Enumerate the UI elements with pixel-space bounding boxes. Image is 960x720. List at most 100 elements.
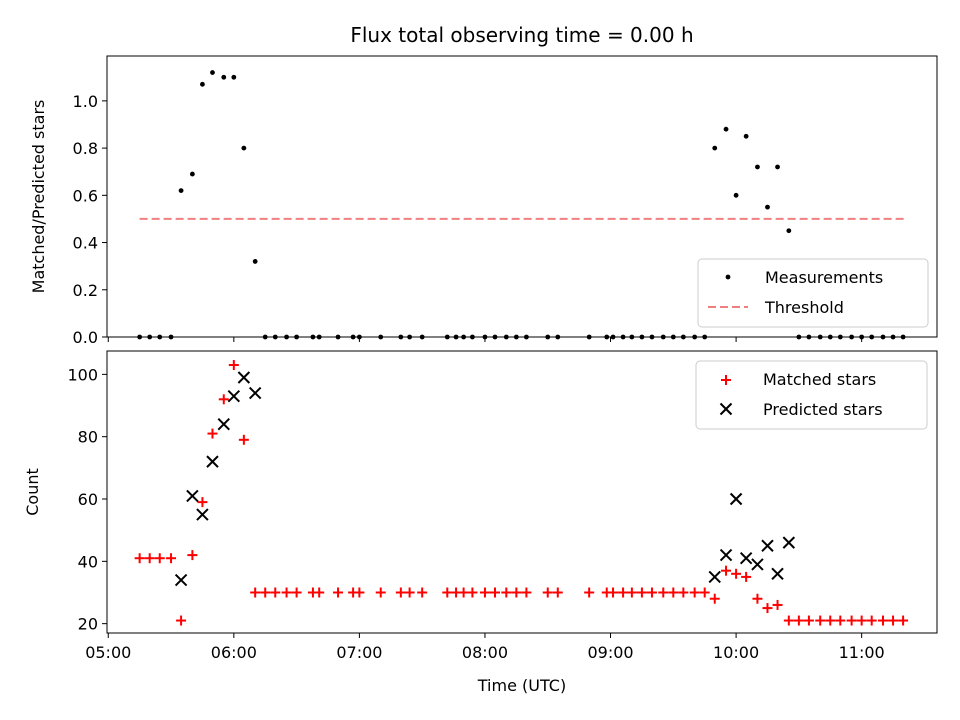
matched-star-point [134, 553, 145, 564]
matched-star-point [658, 587, 669, 598]
cross-b [739, 552, 753, 565]
measurement-point [178, 188, 184, 193]
predicted-star-point [708, 570, 721, 584]
count-panel-legend: Matched stars Predicted stars [695, 360, 928, 430]
matched-star-point [709, 593, 720, 604]
predicted-star-point [751, 558, 764, 571]
matched-star-point [354, 587, 365, 598]
matched-star-point [218, 394, 229, 405]
count-panel-x-tick-label: 06:00 [211, 643, 257, 662]
matched-star-point [395, 587, 406, 598]
cross-b [237, 371, 251, 384]
cross-b [217, 418, 230, 431]
matched-star-point [772, 599, 783, 610]
matched-star-point [501, 587, 512, 598]
matched-star-point [270, 587, 281, 598]
cross-b [708, 570, 721, 584]
ratio-panel-y-tick-label: 0.0 [73, 328, 98, 347]
ratio-panel-y-tick-label: 0.4 [73, 234, 98, 253]
cross-b [751, 558, 764, 571]
matched-star-point [458, 587, 469, 598]
matched-star-point [228, 360, 239, 371]
predicted-star-point [206, 455, 219, 468]
matched-star-point [835, 615, 846, 626]
legend-box [697, 258, 929, 328]
ratio-panel-legend: Measurements Threshold [697, 258, 929, 328]
matched-star-point [197, 497, 208, 508]
legend-marker-measurements [725, 274, 731, 280]
predicted-star-point [196, 508, 209, 521]
x-axis-label: Time (UTC) [477, 676, 566, 695]
cross-b [206, 455, 219, 468]
ratio-panel-frame [106, 55, 938, 338]
count-panel-y-tick-label: 40 [78, 552, 98, 571]
measurement-point [712, 145, 718, 151]
cross-b [186, 489, 199, 503]
cross-b [227, 389, 241, 403]
measurement-point [765, 204, 770, 210]
matched-star-point [144, 553, 155, 564]
ratio-panel-y-axis-label: Matched/Predicted stars [29, 100, 48, 294]
matched-star-point [678, 587, 689, 598]
matched-star-point [898, 615, 909, 626]
measurement-point [786, 228, 792, 234]
matched-star-point [689, 587, 700, 598]
count-panel-x-tick-label: 07:00 [336, 643, 382, 662]
matched-star-point [238, 434, 249, 445]
matched-star-point [646, 587, 657, 598]
matched-star-point [479, 587, 490, 598]
predicted-star-point [186, 489, 199, 503]
cross-b [782, 536, 796, 549]
legend-box [695, 360, 928, 430]
matched-star-point [442, 587, 453, 598]
predicted-star-point [237, 371, 251, 384]
legend-label-measurements: Measurements [765, 268, 883, 287]
matched-star-point [584, 587, 595, 598]
matched-star-point [521, 587, 532, 598]
matched-star-point [888, 615, 899, 626]
predicted-star-point [248, 386, 262, 400]
matched-star-point [552, 587, 563, 598]
matched-star-point [846, 615, 857, 626]
matched-star-point [291, 587, 302, 598]
matched-star-point [281, 587, 292, 598]
measurement-point [775, 164, 780, 170]
matched-star-point [187, 550, 198, 561]
matched-star-point [783, 615, 794, 626]
ratio-panel: 0.0 0.2 0.4 0.6 0.8 1.0 Matched/Predicted sta… [29, 55, 938, 347]
matched-star-point [626, 587, 637, 598]
matched-star-point [260, 587, 271, 598]
cross-b [729, 492, 743, 506]
matched-star-point [793, 615, 804, 626]
matched-star-point [608, 587, 619, 598]
matched-star-point [825, 615, 836, 626]
predicted-star-point [771, 567, 784, 581]
measurement-point [221, 74, 227, 80]
matched-star-point [314, 587, 325, 598]
measurement-point [189, 171, 195, 177]
predicted-star-point [227, 389, 241, 403]
matched-star-point [699, 587, 710, 598]
predicted-star-point [719, 548, 733, 562]
predicted-star-point [761, 539, 774, 552]
measurement-point [210, 70, 215, 75]
predicted-star-point [217, 418, 230, 431]
measurement-point [241, 145, 247, 151]
cross-b [196, 508, 209, 521]
measurement-point [723, 126, 729, 132]
matched-star-point [250, 587, 261, 598]
matched-star-point [467, 587, 478, 598]
chart-title: Flux total observing time = 0.00 h [350, 23, 693, 47]
predicted-star-point [729, 492, 743, 506]
ratio-panel-y-tick-label: 0.8 [73, 139, 98, 158]
matched-star-point [618, 587, 629, 598]
matched-star-point [490, 587, 501, 598]
cross-b [761, 539, 774, 552]
matched-star-point [207, 428, 218, 439]
legend-label-matched: Matched stars [763, 370, 876, 389]
measurement-point [755, 164, 760, 170]
matched-star-point [636, 587, 647, 598]
matched-star-point [721, 565, 732, 576]
legend-marker-predicted [719, 402, 733, 416]
